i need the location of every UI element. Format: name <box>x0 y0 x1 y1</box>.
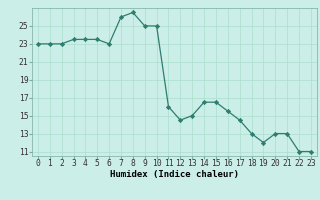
X-axis label: Humidex (Indice chaleur): Humidex (Indice chaleur) <box>110 170 239 179</box>
